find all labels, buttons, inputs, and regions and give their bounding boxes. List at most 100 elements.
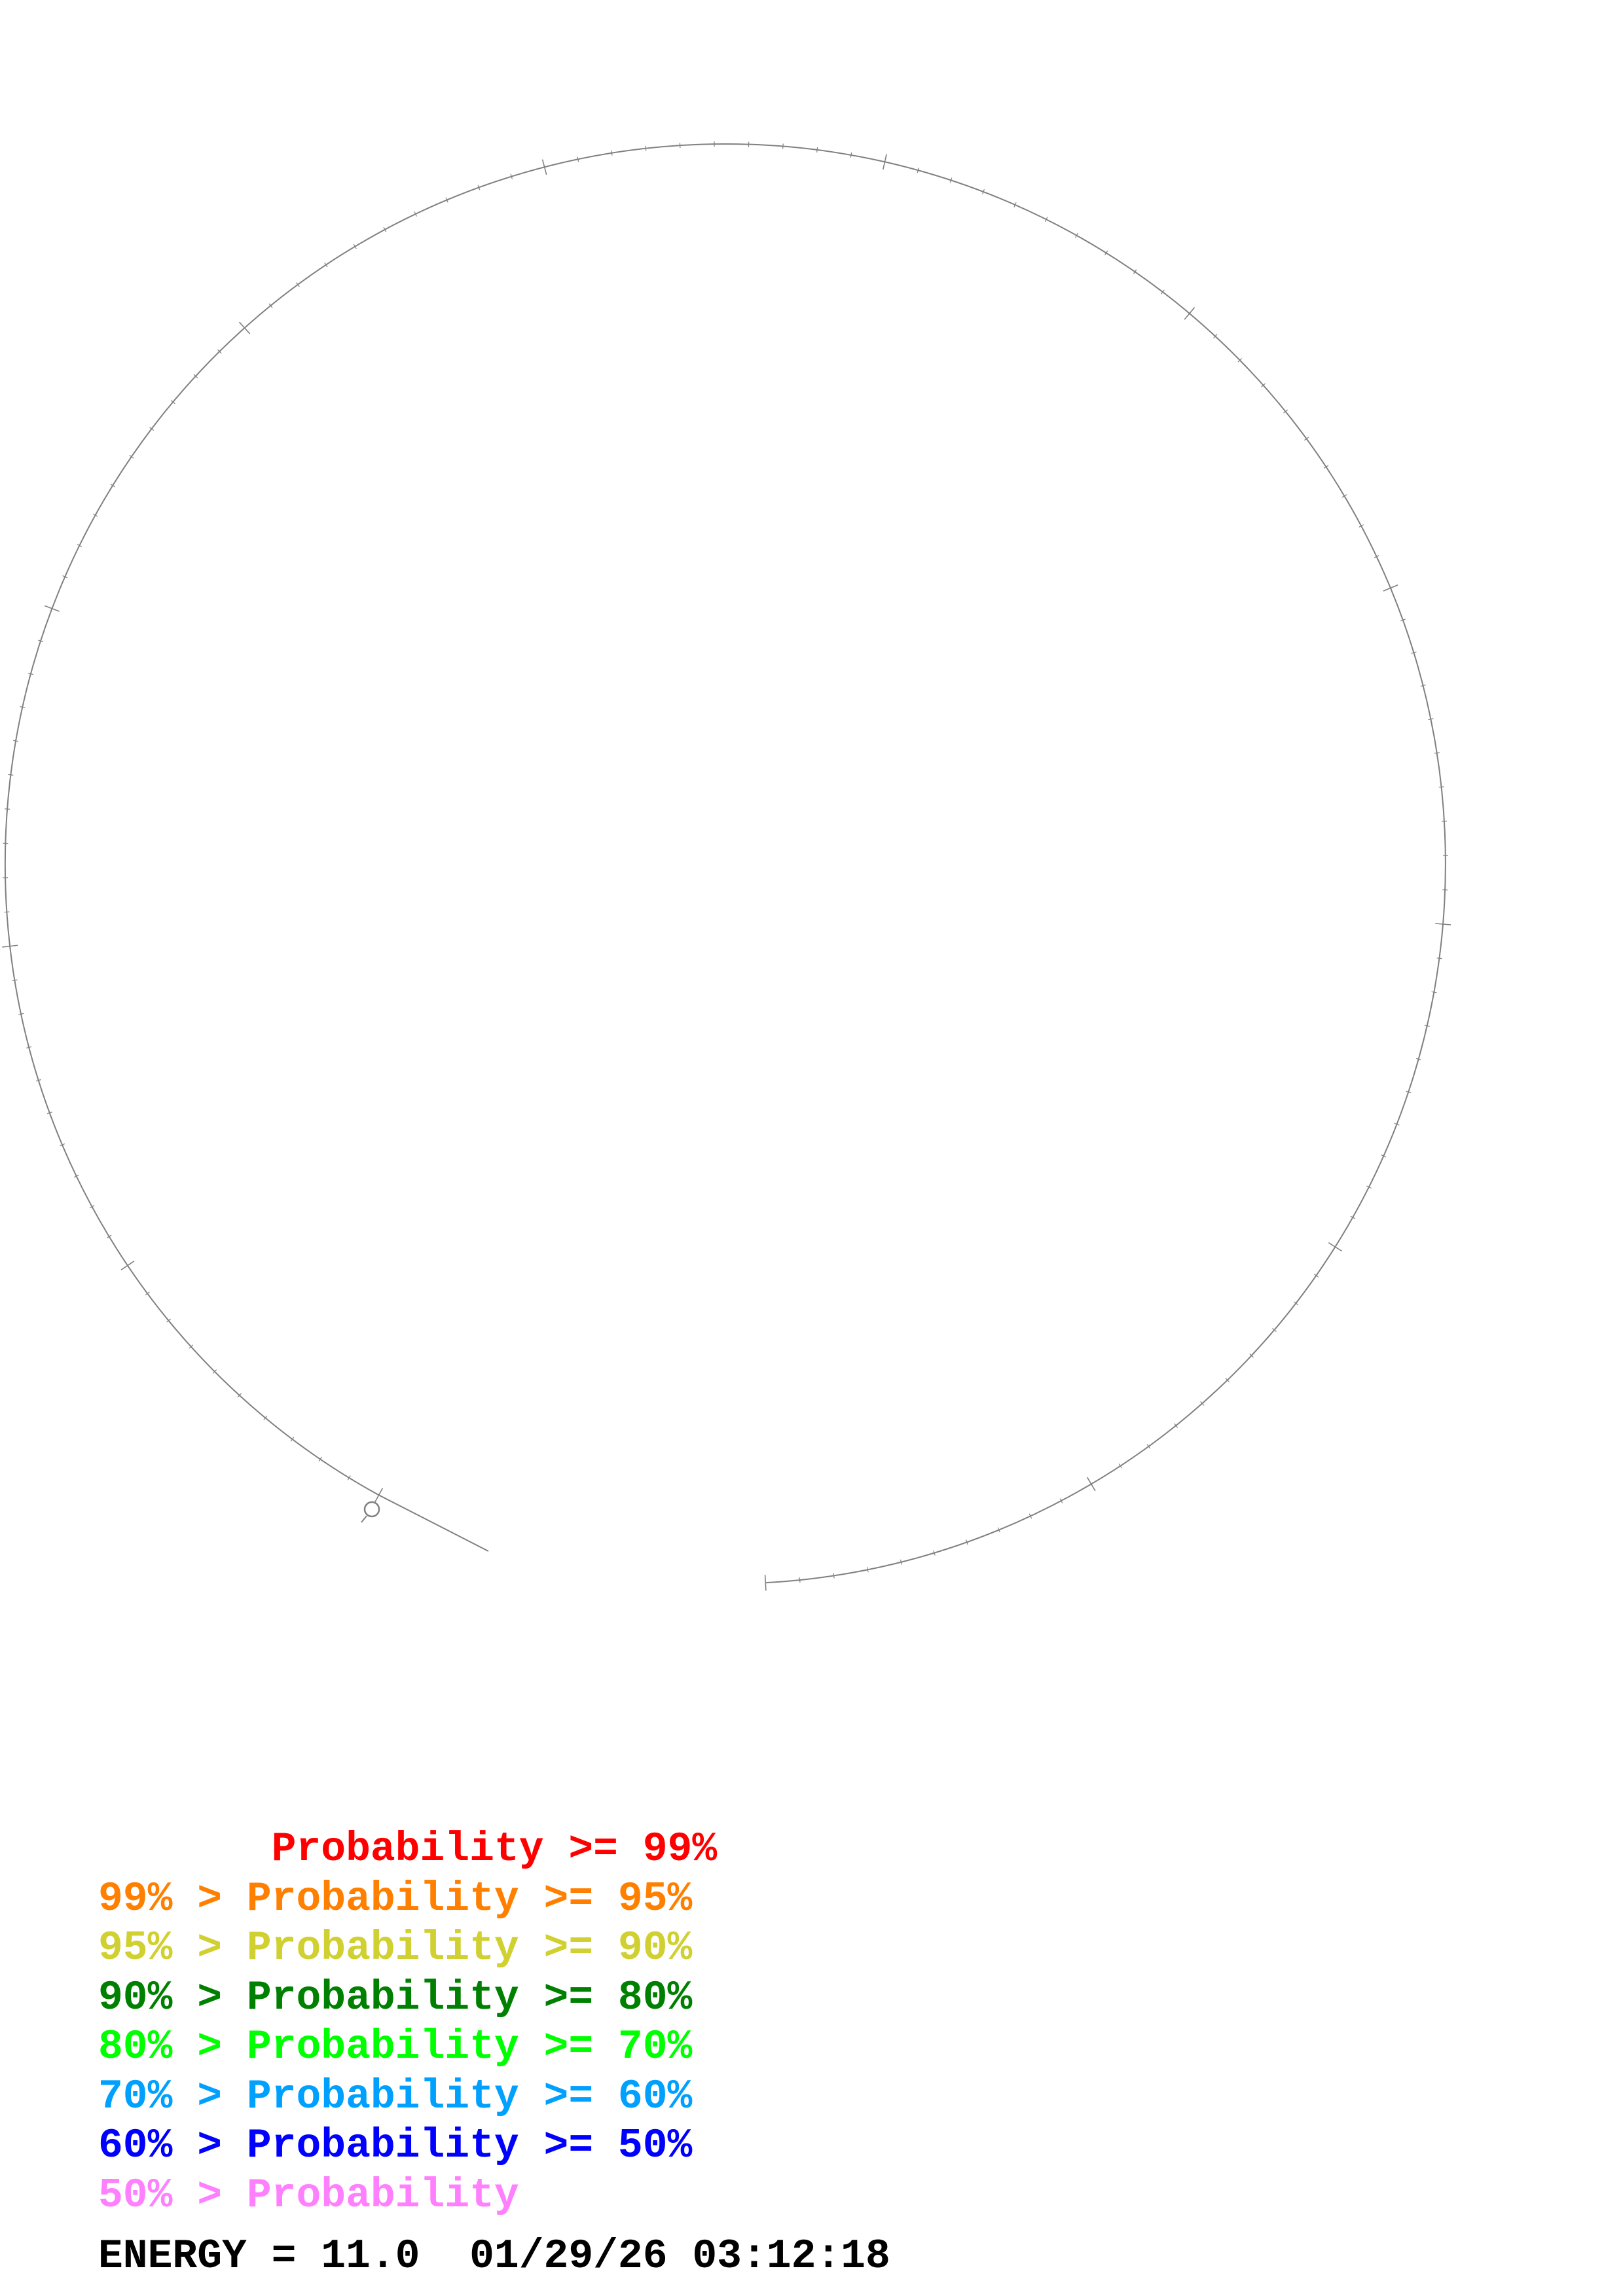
legend-row-label: Probability >= 70% (246, 2024, 693, 2070)
major-tick (1328, 1242, 1343, 1252)
minor-tick (866, 1567, 869, 1573)
major-tick (120, 1261, 135, 1270)
minor-tick (189, 1344, 194, 1349)
minor-tick (1420, 685, 1426, 687)
minor-tick (129, 455, 134, 459)
minor-tick (1118, 1463, 1123, 1469)
minor-tick (1249, 1353, 1254, 1358)
minor-tick (106, 1234, 112, 1238)
minor-tick (816, 147, 818, 152)
minor-tick (1313, 1274, 1319, 1278)
legend-row: 70% > Probability >= 60% (98, 2072, 717, 2122)
minor-tick (92, 513, 98, 517)
minor-tick (237, 1393, 242, 1398)
minor-tick (1272, 1327, 1277, 1333)
legend-row-prefix: 95% > (98, 1925, 247, 1971)
minor-tick (62, 575, 68, 579)
minor-tick (1261, 383, 1266, 387)
minor-tick (1406, 1090, 1412, 1094)
legend-row-prefix: 80% > (98, 2024, 247, 2070)
minor-tick (1133, 269, 1137, 274)
minor-tick (35, 1079, 41, 1082)
legend-row: 50% > Probability (98, 2171, 717, 2221)
minor-tick (933, 1550, 936, 1556)
minor-tick (1293, 1301, 1299, 1306)
minor-tick (193, 374, 198, 378)
tick-marks (2, 141, 1451, 1591)
minor-tick (1104, 250, 1108, 256)
major-tick (1435, 923, 1451, 925)
minor-tick (1304, 437, 1309, 441)
minor-tick (1074, 232, 1078, 238)
legend-row-label: Probability (246, 2172, 519, 2219)
minor-tick (268, 303, 273, 308)
minor-tick (833, 1573, 835, 1579)
minor-tick (347, 1475, 351, 1480)
minor-tick (1029, 1513, 1032, 1519)
minor-tick (1341, 494, 1347, 498)
minor-tick (1366, 1185, 1372, 1189)
minor-tick (510, 173, 513, 179)
minor-tick (5, 808, 10, 810)
minor-tick (782, 143, 784, 149)
minor-tick (60, 1143, 65, 1147)
minor-tick (900, 1559, 902, 1565)
minor-tick (296, 282, 300, 287)
minor-tick (1428, 718, 1434, 721)
minor-tick (1225, 1378, 1230, 1382)
minor-tick (997, 1527, 1000, 1533)
minor-tick (46, 1111, 52, 1115)
minor-tick (1415, 1058, 1421, 1060)
minor-tick (353, 243, 357, 249)
legend-row-prefix: 70% > (98, 2073, 247, 2120)
minor-tick (577, 156, 579, 162)
minor-tick (1237, 358, 1243, 363)
minor-tick (1381, 1155, 1387, 1158)
minor-tick (1146, 1444, 1151, 1449)
energy-footer: ENERGY = 11.0 01/29/26 03:12:18 (98, 2233, 890, 2280)
major-tick (764, 1575, 767, 1591)
minor-tick (1044, 217, 1048, 223)
minor-tick (318, 1456, 322, 1462)
minor-tick (38, 639, 44, 643)
minor-tick (1283, 409, 1288, 414)
minor-tick (170, 400, 175, 404)
minor-tick (1424, 1024, 1430, 1027)
major-tick (541, 159, 547, 175)
major-tick (883, 154, 887, 170)
backbone-arc (4, 143, 1446, 1584)
minor-tick (1174, 1423, 1178, 1428)
legend-row: 90% > Probability >= 80% (98, 1973, 717, 2023)
minor-tick (1394, 1122, 1400, 1126)
minor-tick (1213, 334, 1218, 339)
start-marker-tail (361, 1515, 367, 1523)
minor-tick (166, 1318, 172, 1323)
minor-tick (1411, 651, 1417, 654)
legend-row-label: Probability >= 90% (246, 1925, 693, 1971)
minor-tick (1359, 524, 1364, 528)
minor-tick (965, 1539, 968, 1545)
minor-tick (18, 1013, 24, 1015)
minor-tick (13, 740, 19, 742)
minor-tick (217, 349, 222, 354)
minor-tick (799, 1577, 801, 1583)
probability-legend: Probability >= 99% 99% > Probability >= 9… (98, 1825, 717, 2220)
minor-tick (149, 427, 155, 431)
minor-tick (982, 188, 985, 194)
minor-tick (324, 262, 328, 268)
start-marker-icon (363, 1501, 380, 1518)
minor-tick (949, 177, 953, 183)
major-tick (1383, 584, 1398, 592)
legend-row-label: Probability >= 80% (246, 1974, 693, 2021)
legend-row-prefix: 90% > (98, 1974, 247, 2021)
legend-row: 99% > Probability >= 95% (98, 1874, 717, 1924)
major-tick (239, 321, 251, 334)
minor-tick (1323, 465, 1329, 469)
minor-tick (1350, 1215, 1356, 1219)
major-tick (1087, 1477, 1096, 1492)
legend-row: Probability >= 99% (98, 1825, 718, 1874)
major-tick (45, 605, 60, 612)
major-tick (2, 944, 18, 948)
minor-tick (1374, 555, 1379, 558)
minor-tick (263, 1415, 268, 1420)
